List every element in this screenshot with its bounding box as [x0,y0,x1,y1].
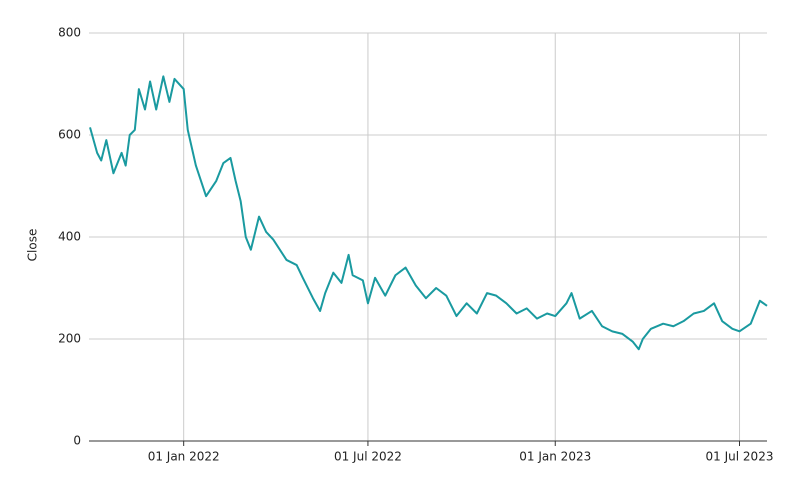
y-tick-label: 400 [58,230,81,244]
y-tick-label: 0 [73,434,81,448]
x-tick-label: 01 Jan 2023 [519,450,591,464]
y-axis-label: Close [26,229,40,262]
x-tick-label: 01 Jul 2023 [706,450,774,464]
price-line [89,75,768,351]
y-tick-label: 600 [58,128,81,142]
y-tick-label: 200 [58,332,81,346]
y-tick-label: 800 [58,26,81,40]
x-tick-label: 01 Jan 2022 [148,450,220,464]
x-tick-label: 01 Jul 2022 [334,450,402,464]
